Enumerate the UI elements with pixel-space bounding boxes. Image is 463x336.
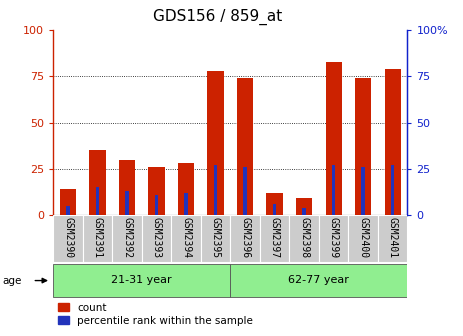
Bar (332, 165, 335, 215)
Bar (201, 215, 231, 262)
Text: GDS156 / 859_at: GDS156 / 859_at (153, 8, 282, 25)
Bar (207, 71, 224, 215)
Text: GSM2392: GSM2392 (122, 217, 132, 258)
Bar (113, 215, 142, 262)
Bar (149, 167, 165, 215)
Text: GSM2396: GSM2396 (240, 217, 250, 258)
Text: 21-31 year: 21-31 year (112, 275, 172, 285)
Text: GSM2394: GSM2394 (181, 217, 191, 258)
Bar (231, 264, 407, 297)
Bar (142, 215, 171, 262)
Bar (391, 165, 394, 215)
Text: GSM2399: GSM2399 (329, 217, 338, 258)
Bar (231, 215, 260, 262)
Bar (155, 195, 158, 215)
Bar (296, 198, 312, 215)
Bar (267, 193, 283, 215)
Bar (355, 78, 371, 215)
Bar (319, 215, 349, 262)
Bar (237, 78, 253, 215)
Bar (66, 206, 70, 215)
Bar (125, 191, 129, 215)
Text: age: age (2, 276, 22, 286)
Bar (325, 62, 342, 215)
Text: GSM2397: GSM2397 (269, 217, 280, 258)
Text: GSM2390: GSM2390 (63, 217, 73, 258)
Bar (378, 215, 407, 262)
Bar (362, 167, 365, 215)
Bar (302, 208, 306, 215)
Bar (184, 193, 188, 215)
Bar (273, 204, 276, 215)
Bar (178, 163, 194, 215)
Bar (89, 151, 106, 215)
Bar (83, 215, 113, 262)
Bar (119, 160, 135, 215)
Bar (171, 215, 201, 262)
Bar (260, 215, 289, 262)
Legend: count, percentile rank within the sample: count, percentile rank within the sample (58, 303, 253, 326)
Bar (96, 187, 99, 215)
Bar (53, 264, 231, 297)
Bar (53, 215, 83, 262)
Bar (349, 215, 378, 262)
Bar (244, 167, 247, 215)
Text: GSM2398: GSM2398 (299, 217, 309, 258)
Text: GSM2391: GSM2391 (93, 217, 102, 258)
Text: 62-77 year: 62-77 year (288, 275, 349, 285)
Bar (385, 69, 401, 215)
Text: GSM2401: GSM2401 (388, 217, 398, 258)
Text: GSM2400: GSM2400 (358, 217, 368, 258)
Text: GSM2395: GSM2395 (211, 217, 220, 258)
Text: GSM2393: GSM2393 (151, 217, 162, 258)
Bar (289, 215, 319, 262)
Bar (60, 189, 76, 215)
Bar (214, 165, 217, 215)
